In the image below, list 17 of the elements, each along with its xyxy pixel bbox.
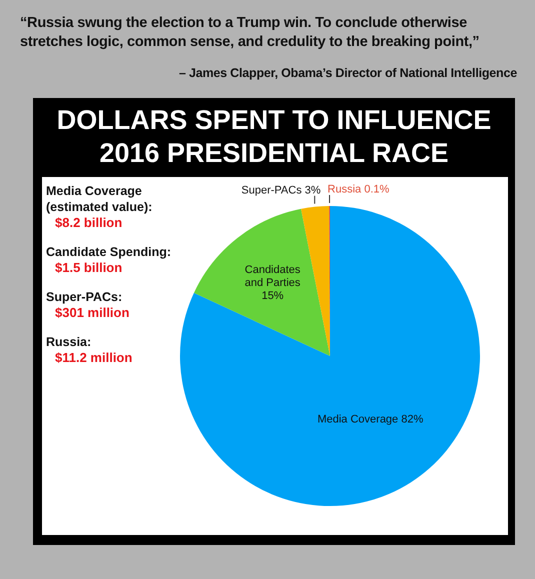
text: Super-PACs: (46, 289, 124, 305)
data-label: 82% (401, 413, 424, 426)
slice-label: Super-PACs 3% (241, 184, 321, 196)
text: $11.2 million (55, 350, 134, 366)
slice-label: Candidates and Parties (244, 264, 301, 289)
text: Russia: (46, 334, 92, 350)
text: – James Clapper, Obama’s Director of National Intelligence (178, 66, 517, 80)
text: $301 million (55, 305, 130, 321)
data-label: 15% (262, 290, 284, 302)
text: $1.5 billion (55, 260, 124, 276)
text: Media Coverage (estimated value): (46, 183, 154, 215)
chart-title: DOLLARS SPENT TO INFLUENCE 2016 PRESIDENTIAL RACE (56, 104, 492, 170)
text: Candidate Spending: (46, 244, 172, 260)
text: $8.2 billion (55, 215, 124, 231)
slice-label: Media Coverage (317, 413, 398, 426)
slice-label: Russia 0.1% (328, 184, 390, 196)
text: “Russia swung the election to a Trump win. To conclude otherwise stretches logic, common sense, and credulity to the breaking point,” (20, 14, 480, 52)
